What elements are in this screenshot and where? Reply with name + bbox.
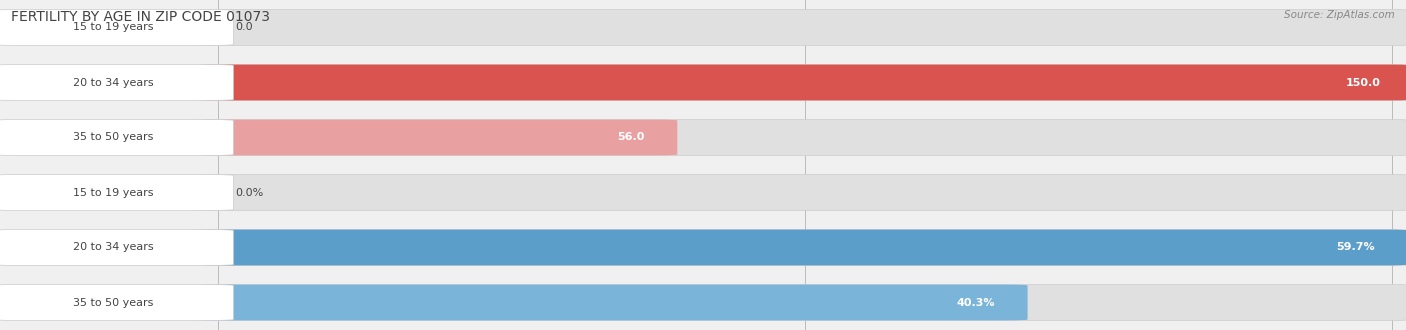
FancyBboxPatch shape (197, 120, 678, 155)
Text: 20 to 34 years: 20 to 34 years (73, 78, 153, 87)
FancyBboxPatch shape (0, 10, 233, 45)
Text: 15 to 19 years: 15 to 19 years (73, 22, 153, 32)
FancyBboxPatch shape (197, 284, 1406, 320)
FancyBboxPatch shape (197, 230, 1406, 265)
FancyBboxPatch shape (197, 65, 1406, 100)
FancyBboxPatch shape (0, 284, 233, 320)
Text: 0.0%: 0.0% (235, 187, 263, 197)
Text: 0.0: 0.0 (235, 22, 253, 32)
Text: 35 to 50 years: 35 to 50 years (73, 133, 153, 143)
FancyBboxPatch shape (197, 175, 1406, 211)
Text: 40.3%: 40.3% (956, 298, 995, 308)
FancyBboxPatch shape (197, 230, 1406, 265)
Text: 20 to 34 years: 20 to 34 years (73, 243, 153, 252)
FancyBboxPatch shape (197, 120, 1406, 155)
FancyBboxPatch shape (197, 65, 1406, 100)
FancyBboxPatch shape (0, 230, 233, 265)
Text: 15 to 19 years: 15 to 19 years (73, 187, 153, 197)
FancyBboxPatch shape (197, 284, 1028, 320)
FancyBboxPatch shape (0, 175, 233, 211)
FancyBboxPatch shape (0, 65, 233, 100)
Text: 35 to 50 years: 35 to 50 years (73, 298, 153, 308)
Text: Source: ZipAtlas.com: Source: ZipAtlas.com (1284, 10, 1395, 20)
Text: 56.0: 56.0 (617, 133, 645, 143)
Text: FERTILITY BY AGE IN ZIP CODE 01073: FERTILITY BY AGE IN ZIP CODE 01073 (11, 10, 270, 24)
FancyBboxPatch shape (197, 10, 1406, 45)
Text: 150.0: 150.0 (1346, 78, 1381, 87)
FancyBboxPatch shape (0, 120, 233, 155)
Text: 59.7%: 59.7% (1336, 243, 1375, 252)
